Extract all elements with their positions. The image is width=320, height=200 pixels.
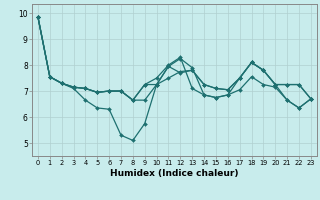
X-axis label: Humidex (Indice chaleur): Humidex (Indice chaleur) (110, 169, 239, 178)
